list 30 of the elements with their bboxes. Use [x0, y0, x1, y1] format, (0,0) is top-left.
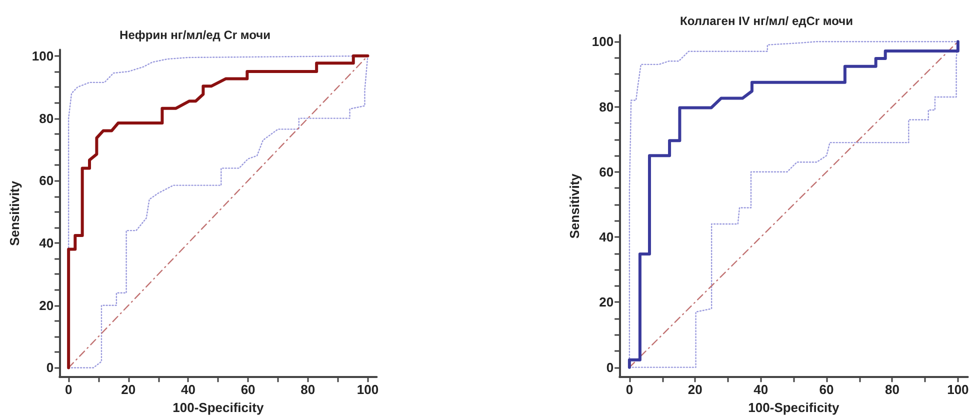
y-tick-label: 60	[599, 164, 614, 180]
y-tick-label: 100	[32, 48, 54, 64]
x-tick-label: 100	[947, 382, 969, 398]
x-tick-label: 40	[180, 382, 196, 398]
x-axis-title: 100-Specificity	[748, 400, 840, 415]
x-axis-title: 100-Specificity	[172, 400, 264, 415]
y-tick-label: 80	[39, 110, 54, 126]
y-tick-label: 0	[46, 360, 54, 376]
x-tick-label: 100	[356, 382, 379, 398]
x-tick-label: 80	[300, 382, 316, 398]
y-tick-label: 60	[39, 173, 54, 188]
x-tick-label: 60	[819, 382, 834, 398]
y-tick-label: 40	[599, 230, 614, 245]
x-tick-label: 40	[754, 382, 768, 398]
x-tick-label: 0	[626, 382, 634, 398]
y-tick-label: 40	[39, 236, 54, 251]
x-tick-label: 60	[240, 382, 256, 398]
chart-title: Нефрин нг/мл/ед Cr мочи	[120, 28, 270, 42]
chart-title: Коллаген IV нг/мл/ едCr мочи	[680, 14, 854, 28]
y-tick-label: 20	[39, 298, 54, 313]
y-tick-label: 100	[592, 34, 614, 50]
x-tick-label: 20	[121, 382, 136, 398]
y-tick-label: 0	[606, 360, 614, 375]
y-axis-title: Sensitivity	[567, 172, 582, 239]
x-tick-label: 80	[885, 382, 900, 398]
x-tick-label: 0	[64, 382, 72, 398]
y-tick-label: 20	[599, 294, 614, 310]
x-tick-label: 20	[688, 382, 702, 398]
y-axis-title: Sensitivity	[7, 180, 22, 246]
y-tick-label: 80	[599, 99, 614, 114]
